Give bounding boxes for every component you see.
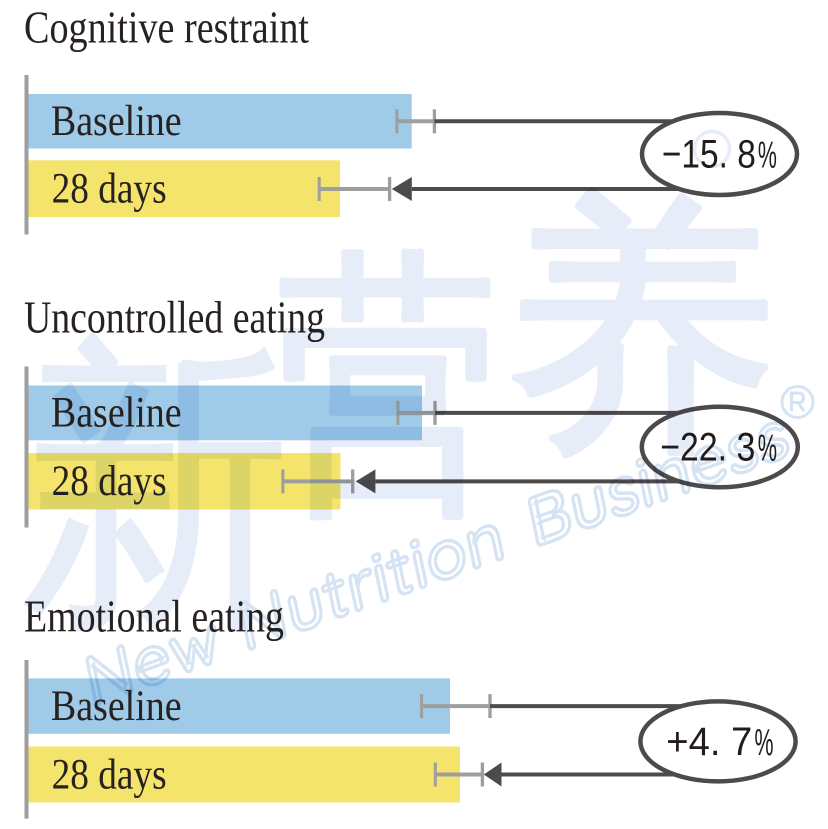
svg-text:Cognitive restraint: Cognitive restraint [24, 3, 309, 53]
svg-text:Baseline: Baseline [51, 98, 182, 145]
svg-text:Uncontrolled eating: Uncontrolled eating [24, 293, 325, 343]
svg-text:Baseline: Baseline [51, 683, 182, 730]
svg-text:−15. 8: −15. 8 [662, 133, 756, 177]
svg-text:28 days: 28 days [52, 166, 167, 213]
svg-text:%: % [755, 722, 774, 764]
svg-text:28 days: 28 days [52, 751, 167, 798]
svg-text:%: % [758, 135, 777, 177]
svg-text:+4. 7: +4. 7 [666, 720, 752, 764]
